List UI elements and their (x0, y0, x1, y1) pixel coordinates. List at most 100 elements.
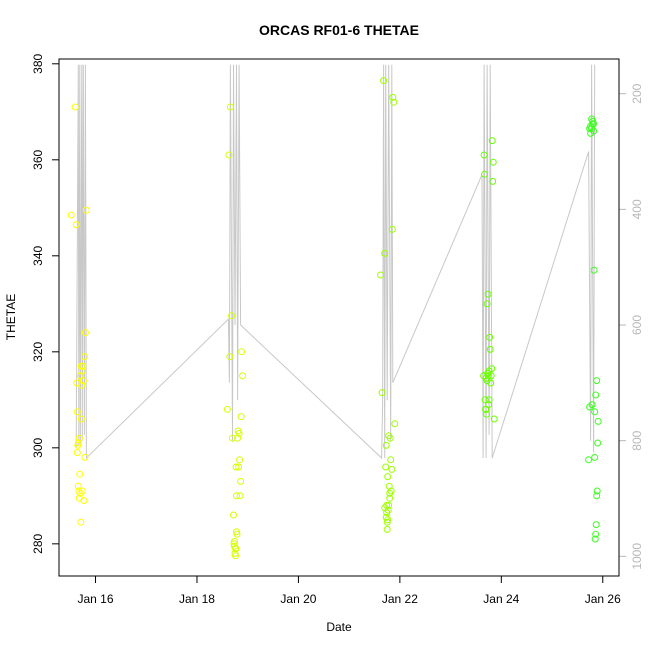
data-point (226, 103, 234, 111)
data-point (73, 449, 81, 457)
data-point (594, 439, 602, 447)
data-point (391, 420, 399, 428)
plot-frame (58, 58, 620, 577)
data-point (388, 225, 396, 233)
data-point (591, 408, 599, 416)
right-tick-label: 200 (630, 83, 644, 103)
right-tick-label: 600 (630, 315, 644, 335)
data-point (223, 405, 231, 413)
data-point (231, 537, 238, 545)
data-point (377, 271, 385, 279)
data-point (592, 521, 600, 529)
data-point (380, 77, 388, 85)
data-point (489, 177, 497, 185)
data-point (382, 513, 390, 521)
data-point (488, 365, 496, 373)
data-point (75, 494, 83, 502)
x-tick-label: Jan 20 (280, 592, 316, 606)
data-point (67, 211, 75, 219)
chart-title: ORCAS RF01-6 THETAE (259, 22, 419, 38)
data-point (77, 415, 85, 423)
data-point (236, 456, 244, 464)
data-point (239, 372, 247, 380)
data-point (593, 377, 601, 385)
data-point (390, 98, 398, 106)
data-point (484, 290, 492, 298)
data-point (234, 434, 242, 442)
data-point (585, 456, 593, 464)
data-point (484, 372, 492, 380)
data-point (591, 453, 599, 461)
right-tick-label: 400 (630, 199, 644, 219)
data-point (76, 470, 84, 478)
data-point (483, 300, 491, 308)
data-point (489, 158, 497, 166)
data-point (74, 482, 82, 490)
data-point (486, 333, 494, 341)
data-point (230, 511, 237, 519)
data-point (387, 456, 395, 464)
data-point (228, 312, 235, 320)
data-point (383, 525, 391, 533)
data-point (233, 528, 240, 536)
y-tick-label: 340 (31, 245, 45, 265)
data-point (233, 492, 240, 500)
data-point (588, 115, 596, 123)
data-point (225, 151, 233, 159)
data-point (232, 552, 239, 560)
data-point (490, 415, 498, 423)
data-point (226, 353, 234, 361)
data-point (383, 509, 391, 517)
x-tick-label: Jan 16 (78, 592, 114, 606)
y-tick-label: 360 (31, 149, 45, 169)
data-point (73, 408, 81, 416)
data-point (386, 494, 394, 502)
data-point (486, 345, 494, 353)
data-point (232, 545, 239, 553)
data-point (487, 372, 495, 380)
data-point (238, 348, 246, 356)
data-point (592, 530, 600, 538)
data-point (382, 463, 390, 471)
data-point (81, 329, 89, 337)
data-point (76, 372, 84, 380)
data-point (80, 353, 88, 361)
data-point (232, 463, 240, 471)
data-point (483, 377, 491, 385)
data-point (235, 429, 243, 437)
data-point (382, 441, 390, 449)
data-point (229, 434, 236, 442)
data-point (386, 489, 394, 497)
data-point (77, 518, 85, 526)
data-point (386, 434, 394, 442)
data-point (72, 221, 80, 229)
data-point (480, 151, 488, 159)
data-points-layer (67, 77, 602, 560)
data-point (78, 381, 86, 389)
x-tick-label: Jan 22 (382, 592, 418, 606)
data-point (488, 137, 496, 145)
data-point (378, 389, 386, 397)
y-axis-label: THETAE (4, 294, 18, 340)
data-point (481, 396, 489, 404)
pressure-trace (75, 64, 596, 460)
data-point (74, 439, 82, 447)
data-point (75, 434, 83, 442)
data-point (594, 417, 602, 425)
data-point (235, 463, 243, 471)
data-point (591, 535, 599, 543)
data-point (483, 410, 491, 418)
data-point (79, 362, 87, 370)
data-point (81, 453, 89, 461)
data-point (590, 266, 598, 274)
data-point (482, 405, 490, 413)
data-point (71, 103, 79, 111)
y-tick-label: 280 (31, 534, 45, 554)
pressure-trace-layer (75, 64, 596, 460)
data-point (388, 465, 396, 473)
y-tick-label: 380 (31, 53, 45, 73)
data-point (385, 501, 393, 509)
data-point (389, 93, 397, 101)
x-axis-label: Date (326, 620, 352, 634)
data-point (487, 379, 495, 387)
